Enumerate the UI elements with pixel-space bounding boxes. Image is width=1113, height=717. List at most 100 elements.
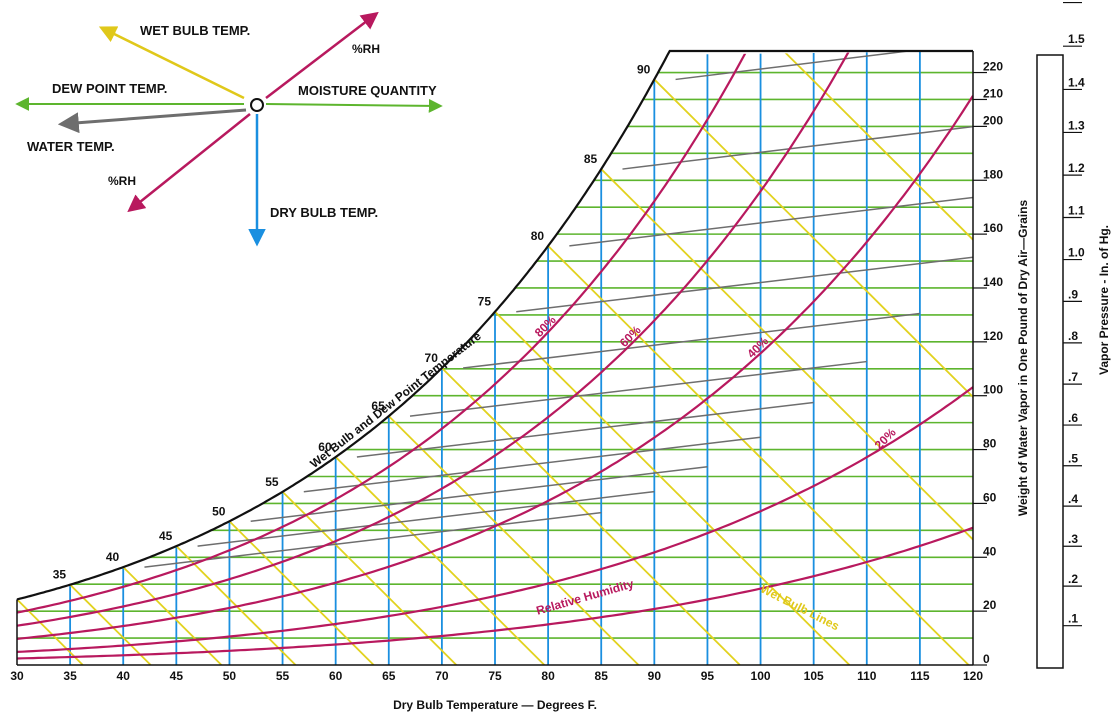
rh-up-legend-label: %RH [352, 42, 380, 56]
rh-up-arrow [265, 11, 379, 99]
x-tick-label: 30 [10, 669, 24, 683]
x-tick-label: 55 [276, 669, 290, 683]
vapor-pressure-tick-label: 1.6 [1068, 0, 1085, 3]
rh-curve-label: 40% [744, 334, 771, 361]
y-tick-label: 180 [983, 167, 1003, 181]
rh-curve-60 [17, 51, 858, 627]
saturation-temp-label: 40 [106, 550, 120, 564]
y-axis-title: Weight of Water Vapor in One Pound of Dr… [1016, 200, 1030, 517]
wet-bulb-line [706, 51, 973, 665]
wet-bulb-line [388, 415, 640, 665]
x-tick-label: 110 [857, 669, 877, 683]
x-tick-label: 105 [804, 669, 824, 683]
x-tick-label: 40 [117, 669, 131, 683]
water-temp-line [197, 490, 655, 547]
water-temp-line [303, 436, 761, 493]
moisture-arrow [265, 98, 443, 113]
water-temp-line [409, 360, 867, 417]
wet-bulb-line [600, 168, 973, 665]
vapor-pressure-ticks: .1 .2 .3 .4 .5 .6 .7 .8 .9 1.0 1.1 1.2 1.3 1.4 1.5 1.6 [1063, 0, 1085, 627]
y-tick-label: 40 [983, 544, 997, 558]
x-tick-label: 60 [329, 669, 343, 683]
vapor-pressure-tick-label: 1.2 [1068, 161, 1085, 175]
y-tick-label: 140 [983, 275, 1003, 289]
y-tick-label: 80 [983, 437, 997, 451]
saturation-temp-label: 75 [478, 295, 492, 309]
x-tick-label: 115 [910, 669, 930, 683]
rh-curve-label: 20% [872, 425, 899, 452]
vapor-pressure-tick-label: 1.5 [1068, 32, 1085, 46]
wet-bulb-arrow [98, 26, 245, 100]
saturation-temp-label: 90 [637, 62, 651, 76]
y-tick-label: 60 [983, 490, 997, 504]
saturation-temp-label: 50 [212, 504, 226, 518]
water-temp-arrow [57, 108, 247, 134]
vapor-pressure-tick-label: 1.1 [1068, 203, 1085, 217]
rh-curve-base [17, 526, 973, 660]
rh-curve-label: 60% [617, 323, 644, 350]
wet-bulb-line [653, 78, 973, 665]
x-tick-label: 120 [963, 669, 983, 683]
rh-curve-20 [17, 386, 973, 653]
wet-bulb-line [228, 520, 375, 665]
dew-point-legend-label: DEW POINT TEMP. [52, 81, 167, 96]
y-tick-label: 0 [983, 652, 990, 666]
vapor-pressure-tick-label: .1 [1068, 612, 1078, 626]
x-tick-label: 95 [701, 669, 715, 683]
x-tick-label: 35 [63, 669, 77, 683]
vapor-pressure-tick-label: .8 [1068, 329, 1078, 343]
vapor-pressure-title: Vapor Pressure - In. of Hg. [1097, 225, 1111, 375]
vapor-pressure-tick-label: .5 [1068, 452, 1078, 466]
wet-bulb-line [122, 566, 223, 665]
axes: 30 35 40 45 50 55 60 65 70 75 80 85 90 95 100 105 110 115… [10, 51, 1003, 683]
y-tick-label: 120 [983, 329, 1003, 343]
water-temp-line [144, 511, 602, 568]
vapor-pressure-tick-label: .2 [1068, 572, 1078, 586]
vapor-pressure-tick-label: .4 [1068, 492, 1078, 506]
wet-bulb-line [494, 311, 851, 665]
y-tick-label: 220 [983, 60, 1003, 74]
x-tick-label: 85 [595, 669, 609, 683]
dry-bulb-legend-label: DRY BULB TEMP. [270, 205, 378, 220]
rh-curve-40 [17, 95, 973, 640]
x-axis-title: Dry Bulb Temperature — Degrees F. [393, 698, 597, 712]
wet-bulb-lines-label: Wet Bulb Lines [758, 582, 842, 634]
state-point-icon [250, 98, 264, 112]
vapor-pressure-tick-label: 1.0 [1068, 246, 1085, 260]
vapor-pressure-tick-label: .6 [1068, 411, 1078, 425]
x-tick-label: 90 [648, 669, 662, 683]
water-temp-line [250, 465, 708, 522]
plot-area [17, 51, 973, 665]
y-tick-label: 210 [983, 86, 1003, 100]
water-temp-line [569, 196, 973, 247]
saturation-temp-label: 60 [318, 440, 332, 454]
vapor-pressure-tick-label: .9 [1068, 287, 1078, 301]
saturation-temp-label: 55 [265, 475, 279, 489]
x-tick-label: 65 [382, 669, 396, 683]
rh-down-arrow [127, 113, 251, 213]
water-temp-line [356, 401, 814, 458]
wet-bulb-line [335, 456, 545, 665]
x-tick-label: 50 [223, 669, 237, 683]
wet-bulb-line [281, 491, 457, 665]
y-tick-label: 100 [983, 383, 1003, 397]
saturation-temp-label: 65 [371, 399, 385, 413]
x-tick-label: 75 [488, 669, 502, 683]
wet-bulb-line [547, 245, 970, 665]
water-temp-line [516, 256, 973, 313]
x-tick-label: 100 [751, 669, 771, 683]
saturation-temp-label: 45 [159, 529, 173, 543]
direction-legend: WET BULB TEMP. %RH DEW POINT TEMP. MOIST… [15, 11, 443, 247]
vapor-pressure-tick-label: .7 [1068, 370, 1078, 384]
rh-curve-label: 80% [532, 313, 559, 340]
vapor-pressure-tick-label: .3 [1068, 532, 1078, 546]
moisture-legend-label: MOISTURE QUANTITY [298, 83, 437, 98]
water-temp-line [463, 312, 920, 369]
y-tick-label: 20 [983, 598, 997, 612]
water-temp-line [675, 51, 973, 81]
saturation-curve [16, 49, 973, 601]
rh-down-legend-label: %RH [108, 174, 136, 188]
saturation-temp-label: 80 [531, 229, 545, 243]
vapor-pressure-tick-label: 1.4 [1068, 75, 1085, 89]
